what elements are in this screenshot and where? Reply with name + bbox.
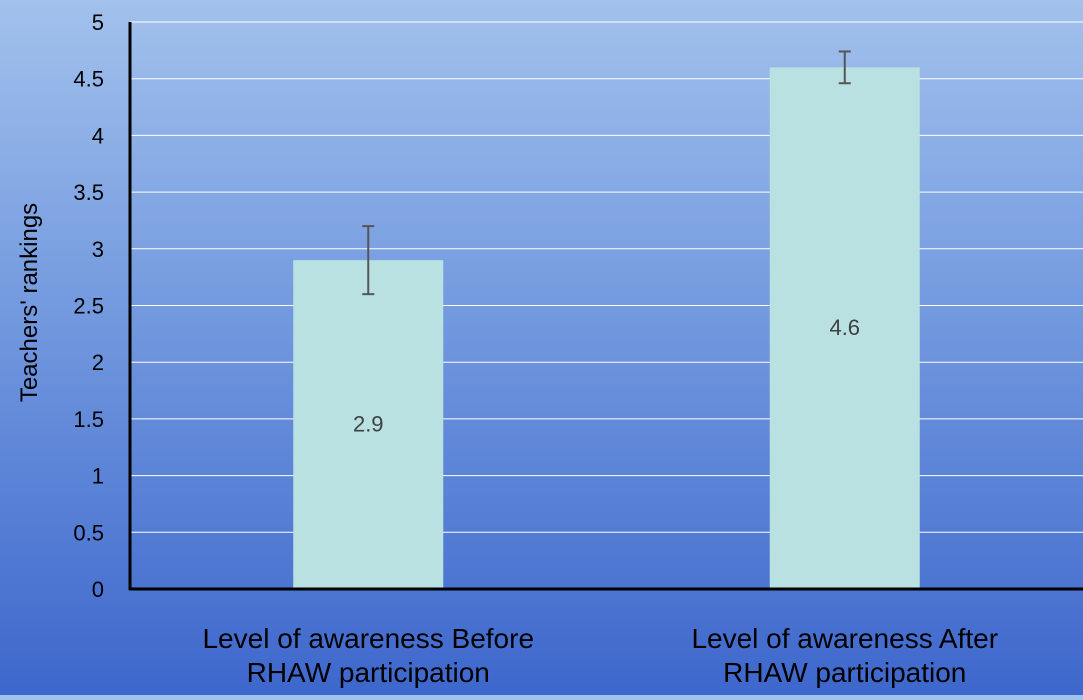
labels: 0 0.5 1 1.5 2 2.5 3 3.5 4 4.5 5 2.9 Level of awarene… <box>73 10 998 688</box>
bars <box>293 67 920 590</box>
x-tick-label: RHAW participation <box>247 657 490 688</box>
y-tick-label: 0 <box>92 577 104 602</box>
y-axis-title: Teachers' rankings <box>16 203 43 402</box>
x-tick-label: Level of awareness Before <box>202 623 534 654</box>
data-label: 4.6 <box>829 315 860 340</box>
bar <box>769 67 920 590</box>
y-tick-label: 5 <box>92 10 104 35</box>
y-tick-label: 3 <box>92 237 104 262</box>
axes <box>128 22 1083 591</box>
data-label: 2.9 <box>353 412 384 437</box>
y-tick-label: 3.5 <box>73 180 104 205</box>
error-bars <box>362 50 851 296</box>
grid-lines <box>130 21 1083 533</box>
x-tick-label: Level of awareness After <box>691 623 998 654</box>
y-tick-label: 2.5 <box>73 294 104 319</box>
y-tick-label: 4.5 <box>73 67 104 92</box>
y-tick-label: 1.5 <box>73 407 104 432</box>
x-tick-label: RHAW participation <box>723 657 966 688</box>
y-tick-label: 1 <box>92 464 104 489</box>
y-tick-label: 4 <box>92 123 104 148</box>
y-tick-label: 2 <box>92 350 104 375</box>
bar <box>293 260 444 589</box>
y-tick-label: 0.5 <box>73 520 104 545</box>
